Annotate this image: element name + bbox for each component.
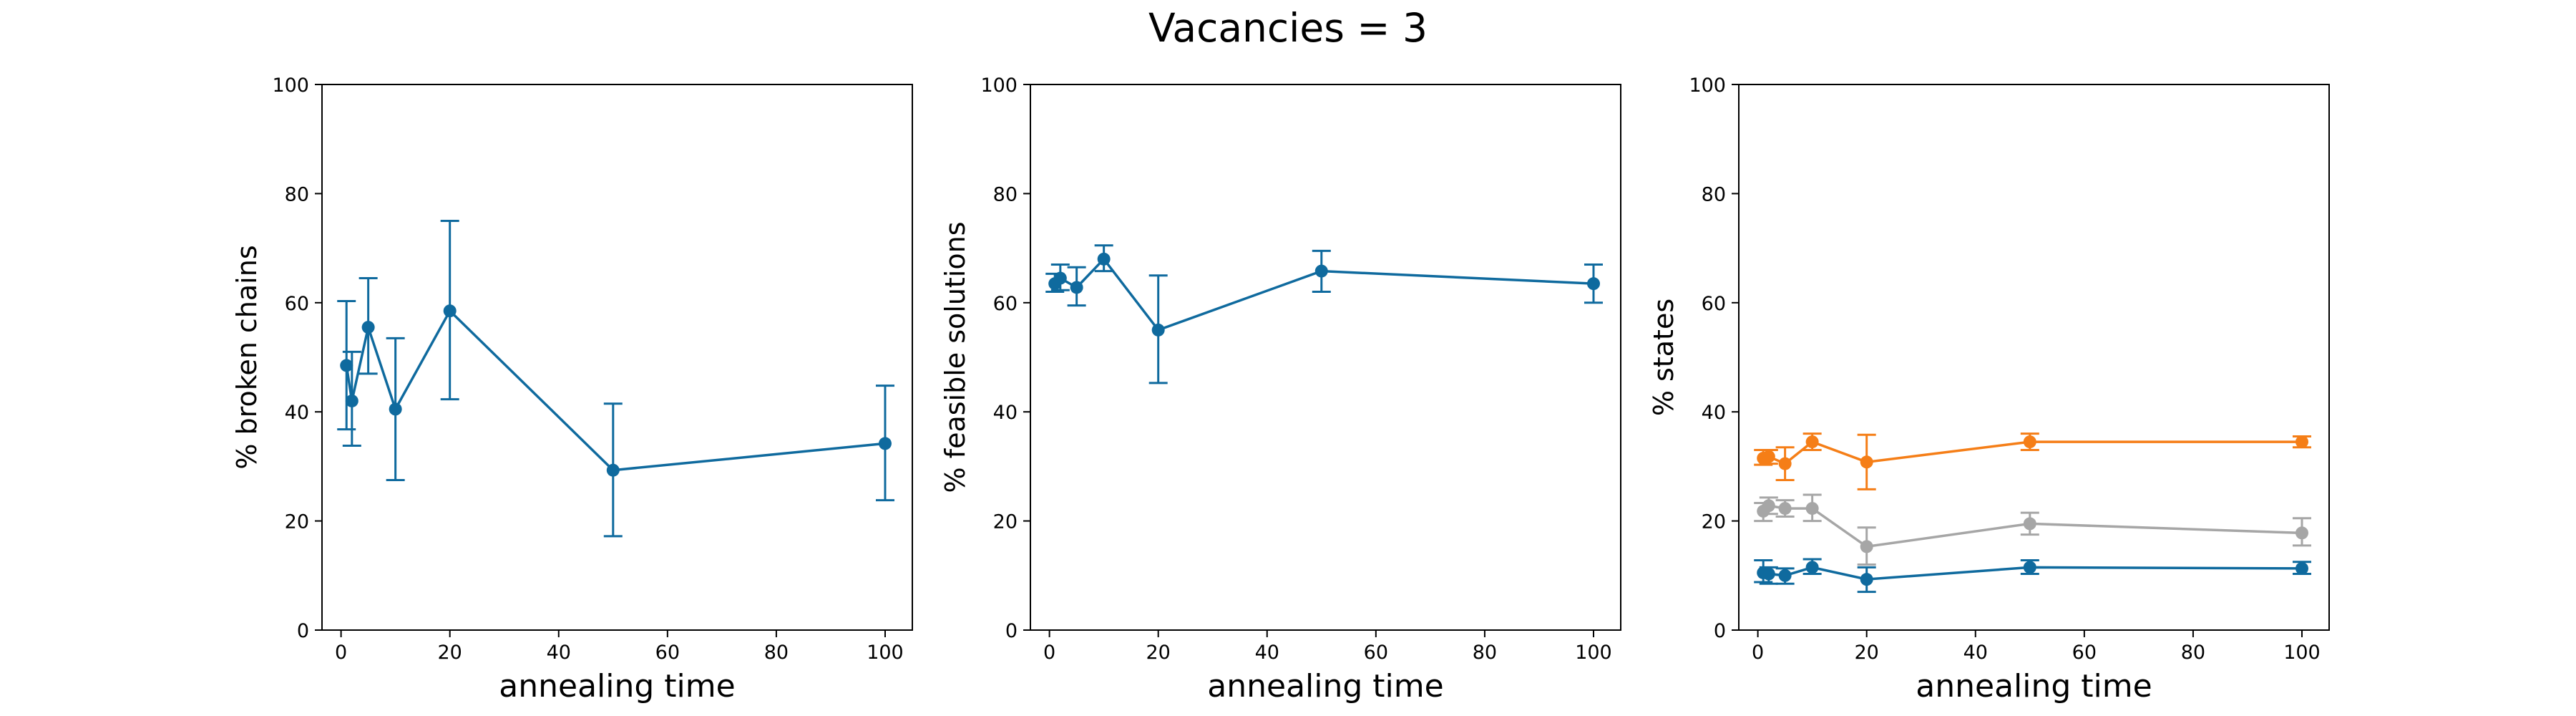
x-tick-label: 20	[1855, 642, 1879, 664]
data-point	[1860, 455, 1873, 469]
data-point	[1053, 271, 1067, 285]
data-point	[2023, 561, 2036, 574]
data-point	[1314, 264, 1328, 278]
chart-panel-3: 0 20 40 60 80 100 0 20 40 60 80 100 annealing time % …	[1648, 74, 2330, 705]
data-point	[1860, 573, 1873, 586]
data-point	[878, 437, 892, 450]
chart-panel-1: 0 20 40 60 80 100 0 20 40 60 80 100 annealing time % …	[231, 74, 913, 705]
data-point	[1762, 499, 1775, 513]
y-tick-label: 40	[993, 402, 1018, 424]
figure-title: Vacancies = 3	[1148, 5, 1428, 51]
y-ticks: 0 20 40 60 80 100	[1689, 74, 1739, 642]
data-point	[345, 394, 358, 407]
series-blue	[1754, 558, 2311, 594]
data-point	[1097, 252, 1111, 266]
data-point	[1778, 569, 1792, 582]
series-blue	[337, 220, 894, 538]
y-tick-label: 100	[980, 74, 1018, 97]
data-point	[1860, 540, 1873, 553]
y-tick-label: 60	[1702, 293, 1726, 315]
y-tick-label: 60	[993, 293, 1018, 315]
plot-frame	[1738, 84, 2330, 631]
y-axis-label: % states	[1648, 299, 1679, 416]
x-ticks: 0 20 40 60 80 100	[1752, 630, 2321, 664]
x-ticks: 0 20 40 60 80 100	[1043, 630, 1612, 664]
data-point	[606, 463, 620, 477]
data-point	[1805, 502, 1819, 516]
data-point	[443, 304, 457, 318]
x-tick-label: 100	[1575, 642, 1612, 664]
x-axis-label: annealing time	[1207, 668, 1443, 705]
data-point	[1762, 567, 1775, 581]
y-tick-label: 0	[297, 620, 309, 642]
data-point	[2295, 435, 2308, 449]
data-point	[2295, 526, 2308, 540]
x-tick-label: 0	[335, 642, 347, 664]
y-tick-label: 80	[993, 183, 1018, 205]
data-point	[2023, 517, 2036, 531]
data-point	[1778, 457, 1792, 470]
chart-panels: 0 20 40 60 80 100 0 20 40 60 80 100 annealing time % …	[231, 74, 2330, 705]
x-tick-label: 80	[764, 642, 789, 664]
x-tick-label: 20	[1146, 642, 1171, 664]
x-tick-label: 80	[2181, 642, 2205, 664]
y-tick-label: 20	[285, 511, 309, 533]
data-point	[1805, 435, 1819, 449]
y-tick-label: 0	[1714, 620, 1726, 642]
data-point	[1762, 450, 1775, 463]
x-tick-label: 100	[867, 642, 904, 664]
x-axis-label: annealing time	[1916, 668, 2152, 705]
y-tick-label: 40	[285, 402, 309, 424]
y-tick-label: 60	[285, 293, 309, 315]
y-tick-label: 20	[1702, 511, 1726, 533]
x-tick-label: 40	[547, 642, 571, 664]
x-tick-label: 60	[1364, 642, 1388, 664]
y-tick-label: 100	[1689, 74, 1726, 97]
y-tick-label: 0	[1005, 620, 1018, 642]
x-tick-label: 20	[438, 642, 462, 664]
plot-frame	[321, 84, 913, 631]
x-tick-label: 60	[2072, 642, 2097, 664]
y-axis-label: % feasible solutions	[940, 222, 971, 493]
data-point	[1151, 323, 1165, 337]
series-line	[345, 309, 886, 472]
data-point	[361, 321, 375, 334]
series-blue	[1045, 244, 1603, 384]
x-tick-label: 40	[1963, 642, 1988, 664]
x-tick-label: 0	[1043, 642, 1055, 664]
y-ticks: 0 20 40 60 80 100	[980, 74, 1030, 642]
y-axis-label: % broken chains	[231, 245, 263, 469]
x-tick-label: 0	[1752, 642, 1764, 664]
y-ticks: 0 20 40 60 80 100	[272, 74, 322, 642]
x-tick-label: 40	[1255, 642, 1279, 664]
series-gray	[1754, 493, 2311, 566]
data-point	[1805, 561, 1819, 574]
y-tick-label: 80	[285, 183, 309, 205]
chart-panel-2: 0 20 40 60 80 100 0 20 40 60 80 100 annealing time % …	[940, 74, 1621, 705]
data-point	[340, 359, 353, 372]
data-point	[1778, 502, 1792, 516]
y-tick-label: 100	[272, 74, 309, 97]
x-axis-label: annealing time	[499, 668, 735, 705]
data-point	[1070, 281, 1083, 294]
y-tick-label: 20	[993, 511, 1018, 533]
data-point	[1586, 277, 1600, 291]
data-point	[2023, 435, 2036, 449]
data-point	[2295, 561, 2308, 575]
series-orange	[1754, 432, 2311, 490]
x-tick-label: 80	[1473, 642, 1497, 664]
data-point	[389, 402, 402, 416]
x-tick-label: 60	[655, 642, 680, 664]
y-tick-label: 40	[1702, 402, 1726, 424]
y-tick-label: 80	[1702, 183, 1726, 205]
x-ticks: 0 20 40 60 80 100	[335, 630, 904, 664]
x-tick-label: 100	[2283, 642, 2321, 664]
plot-frame	[1030, 84, 1621, 631]
